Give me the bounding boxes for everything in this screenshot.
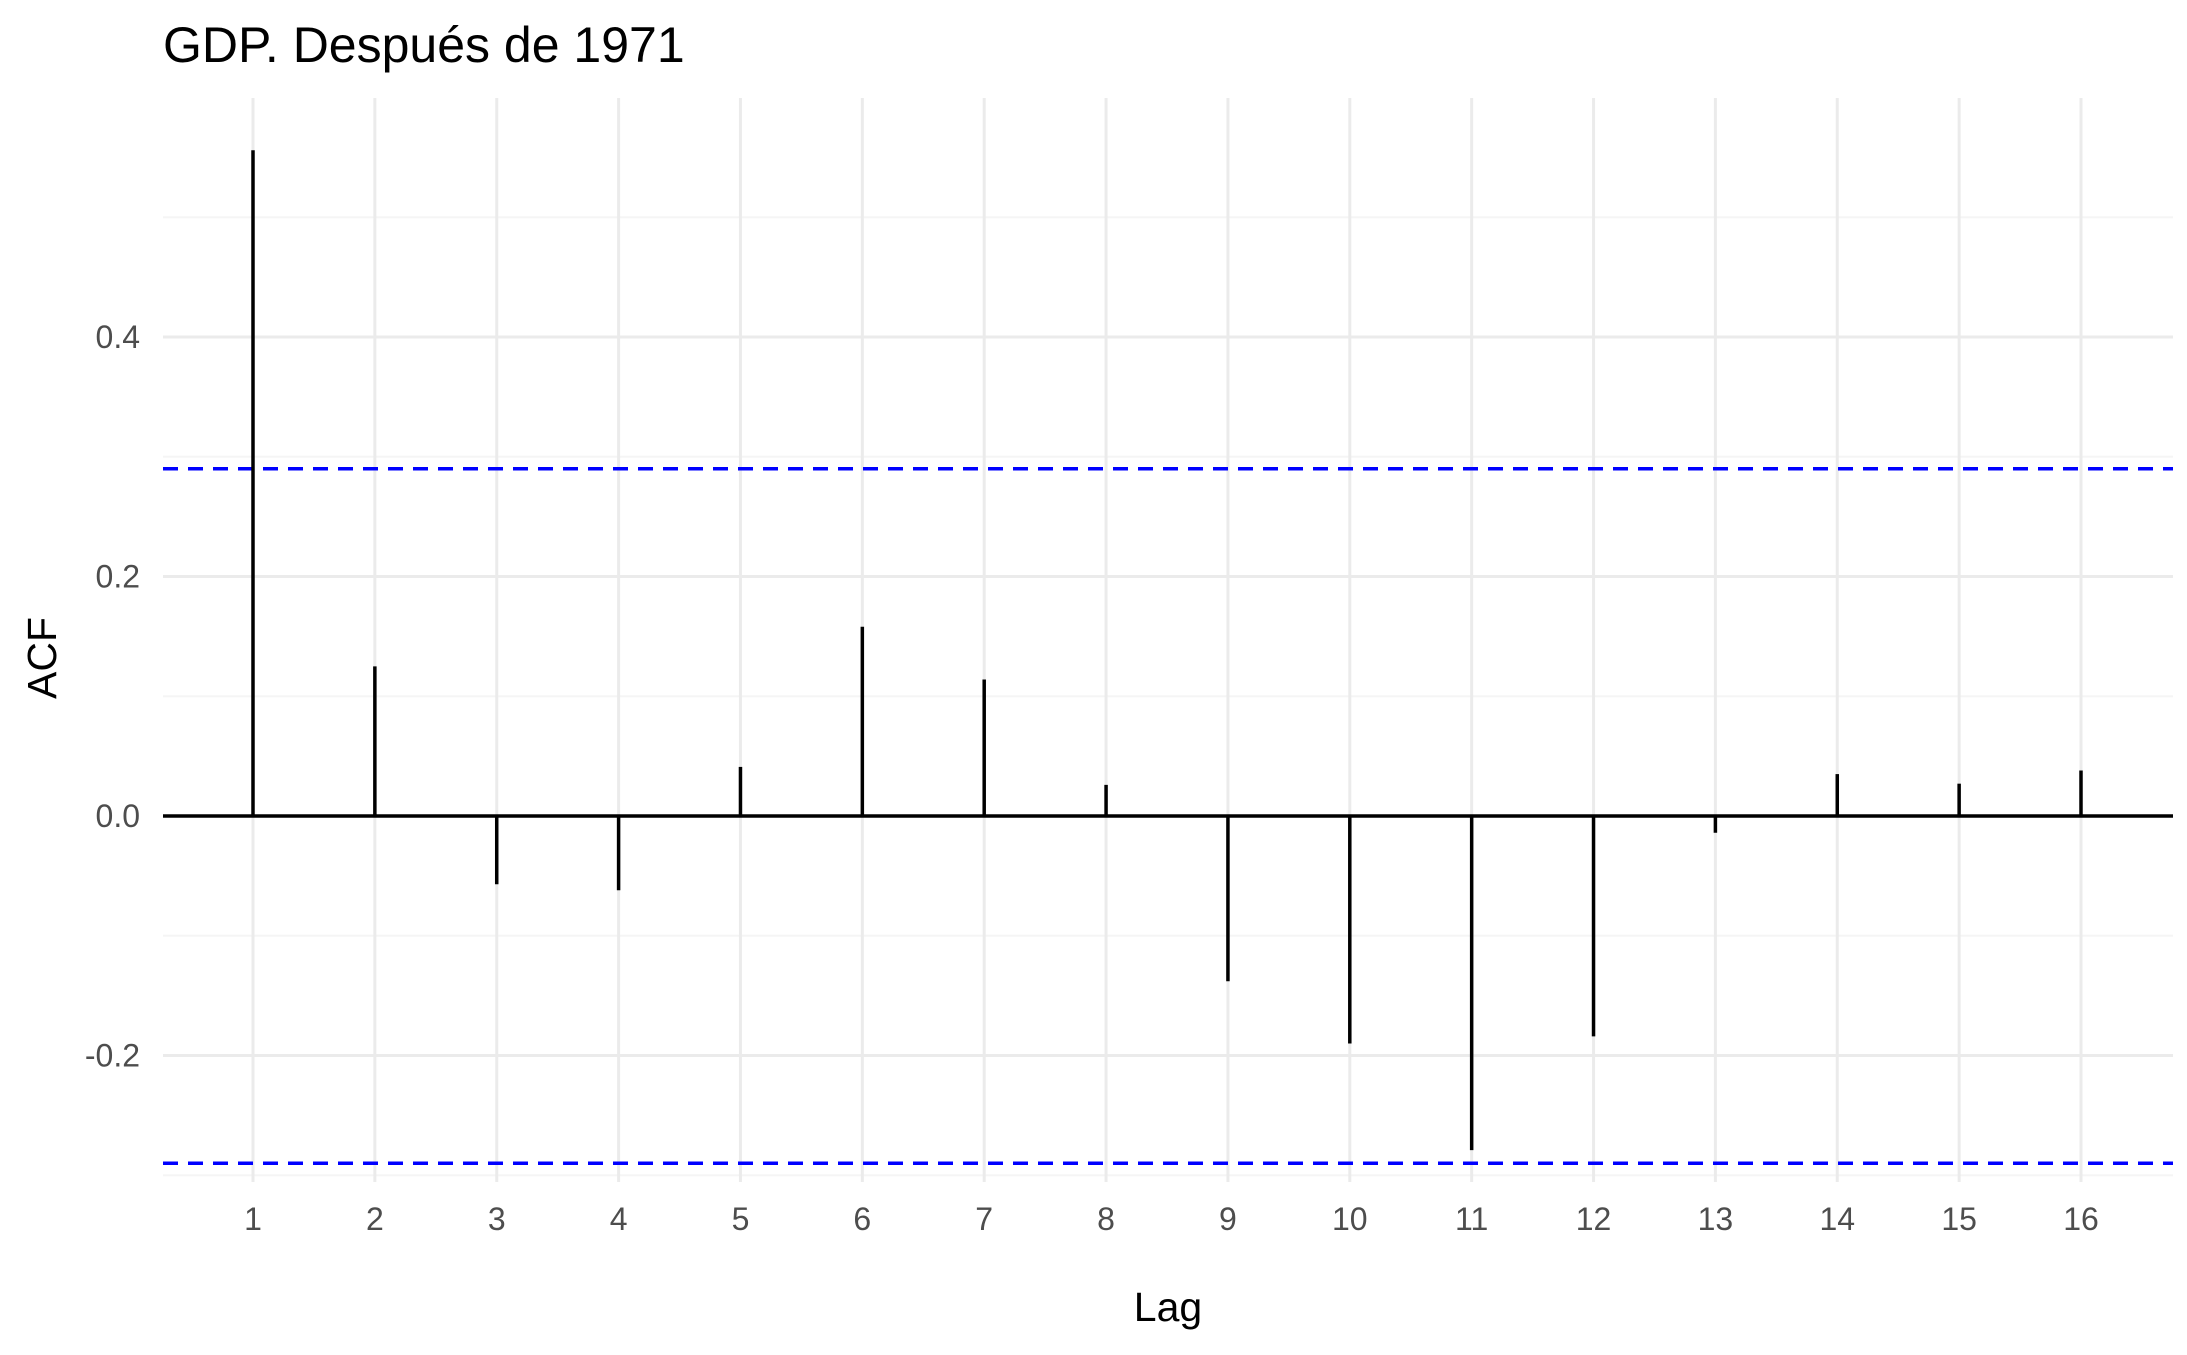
x-tick-label: 12 xyxy=(1576,1201,1612,1237)
x-tick-label: 16 xyxy=(2063,1201,2099,1237)
x-tick-label: 4 xyxy=(610,1201,628,1237)
x-tick-label: 7 xyxy=(975,1201,993,1237)
spike-layer xyxy=(163,150,2173,1151)
x-tick-label: 9 xyxy=(1219,1201,1237,1237)
x-tick-label: 11 xyxy=(1455,1201,1488,1237)
x-tick-label: 6 xyxy=(853,1201,871,1237)
tick-layer: -0.20.00.20.41 2 3 4 5 6 7 8 9 10 11 12 13 14 15 16 xyxy=(85,319,2099,1237)
y-tick-label: 0.2 xyxy=(96,559,140,595)
x-axis-title: Lag xyxy=(1134,1284,1202,1330)
x-tick-label: 13 xyxy=(1698,1201,1734,1237)
confidence-layer xyxy=(163,466,2173,1166)
chart-title: GDP. Después de 1971 xyxy=(163,17,685,73)
x-tick-label: 14 xyxy=(1819,1201,1855,1237)
x-tick-label: 2 xyxy=(366,1201,384,1237)
x-tick-label: 10 xyxy=(1332,1201,1368,1237)
x-tick-label: 8 xyxy=(1097,1201,1115,1237)
y-tick-label: 0.0 xyxy=(96,798,140,834)
y-axis-title: ACF xyxy=(19,617,65,699)
grid-layer xyxy=(163,98,2173,1182)
x-tick-label: 1 xyxy=(244,1201,262,1237)
x-tick-label: 5 xyxy=(732,1201,750,1237)
y-tick-label: 0.4 xyxy=(96,319,140,355)
x-tick-label: 3 xyxy=(488,1201,506,1237)
x-tick-label: 15 xyxy=(1941,1201,1977,1237)
y-tick-label: -0.2 xyxy=(85,1038,140,1074)
